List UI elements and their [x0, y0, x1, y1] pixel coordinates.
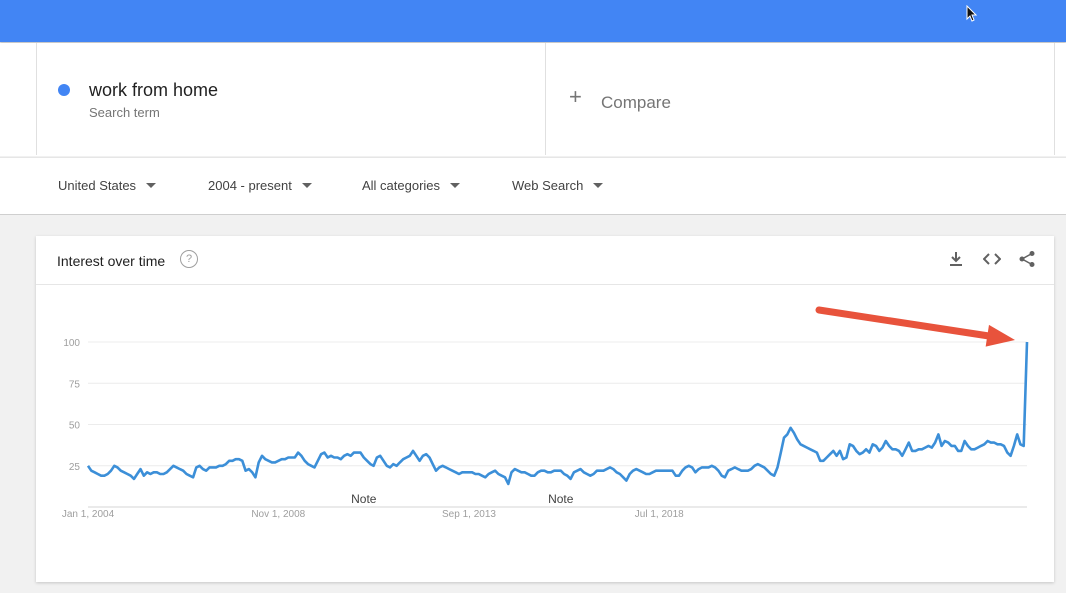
annotation-arrow-head [985, 324, 1015, 347]
chevron-down-icon [301, 183, 312, 188]
y-tick-label: 50 [69, 421, 81, 432]
help-icon[interactable]: ? [180, 250, 198, 268]
series-line [86, 341, 1029, 486]
x-tick-label: Jul 1, 2018 [635, 509, 684, 520]
embed-icon[interactable] [981, 248, 1003, 270]
category-dropdown[interactable]: All categories [362, 178, 461, 193]
time-range-dropdown[interactable]: 2004 - present [208, 178, 312, 193]
search-term-type: Search term [89, 105, 160, 120]
chevron-down-icon [146, 183, 157, 188]
search-type-label: Web Search [512, 178, 584, 193]
compare-button[interactable]: + Compare [545, 43, 1055, 155]
mouse-cursor-icon [966, 5, 978, 22]
share-icon[interactable] [1016, 248, 1038, 270]
y-tick-label: 25 [69, 462, 81, 473]
term-color-dot [58, 84, 70, 96]
y-tick-label: 100 [63, 338, 80, 349]
annotation-arrow-shaft [815, 306, 991, 340]
search-term-card[interactable]: work from home Search term [36, 43, 546, 155]
time-range-label: 2004 - present [208, 178, 292, 193]
search-term-bar: work from home Search term + Compare [0, 43, 1066, 156]
x-tick-label: Jan 1, 2004 [62, 509, 115, 520]
y-tick-label: 75 [69, 379, 81, 390]
search-term-text[interactable]: work from home [89, 80, 219, 100]
interest-over-time-card: Interest over time ? 25 50 75 100 Jan 1, 200… [36, 236, 1054, 582]
chart-note-label: Note [351, 492, 377, 506]
chevron-down-icon [450, 183, 461, 188]
compare-label: Compare [601, 93, 671, 112]
x-tick-label: Nov 1, 2008 [251, 509, 305, 520]
region-dropdown[interactable]: United States [58, 178, 157, 193]
chart-note-label: Note [548, 492, 574, 506]
top-app-bar [0, 0, 1066, 42]
interest-line-chart: 25 50 75 100 Jan 1, 2004 Nov 1, 2008 Sep 1, 20… [62, 306, 1029, 520]
region-label: United States [58, 178, 137, 193]
chevron-down-icon [593, 183, 604, 188]
search-type-dropdown[interactable]: Web Search [512, 178, 604, 193]
card-header: Interest over time ? [36, 236, 1054, 285]
filter-bar: United States 2004 - present All categor… [0, 157, 1066, 215]
download-icon[interactable] [945, 248, 967, 270]
x-tick-label: Sep 1, 2013 [442, 509, 496, 520]
plus-icon: + [569, 84, 582, 109]
card-title: Interest over time [57, 253, 166, 269]
category-label: All categories [362, 178, 441, 193]
